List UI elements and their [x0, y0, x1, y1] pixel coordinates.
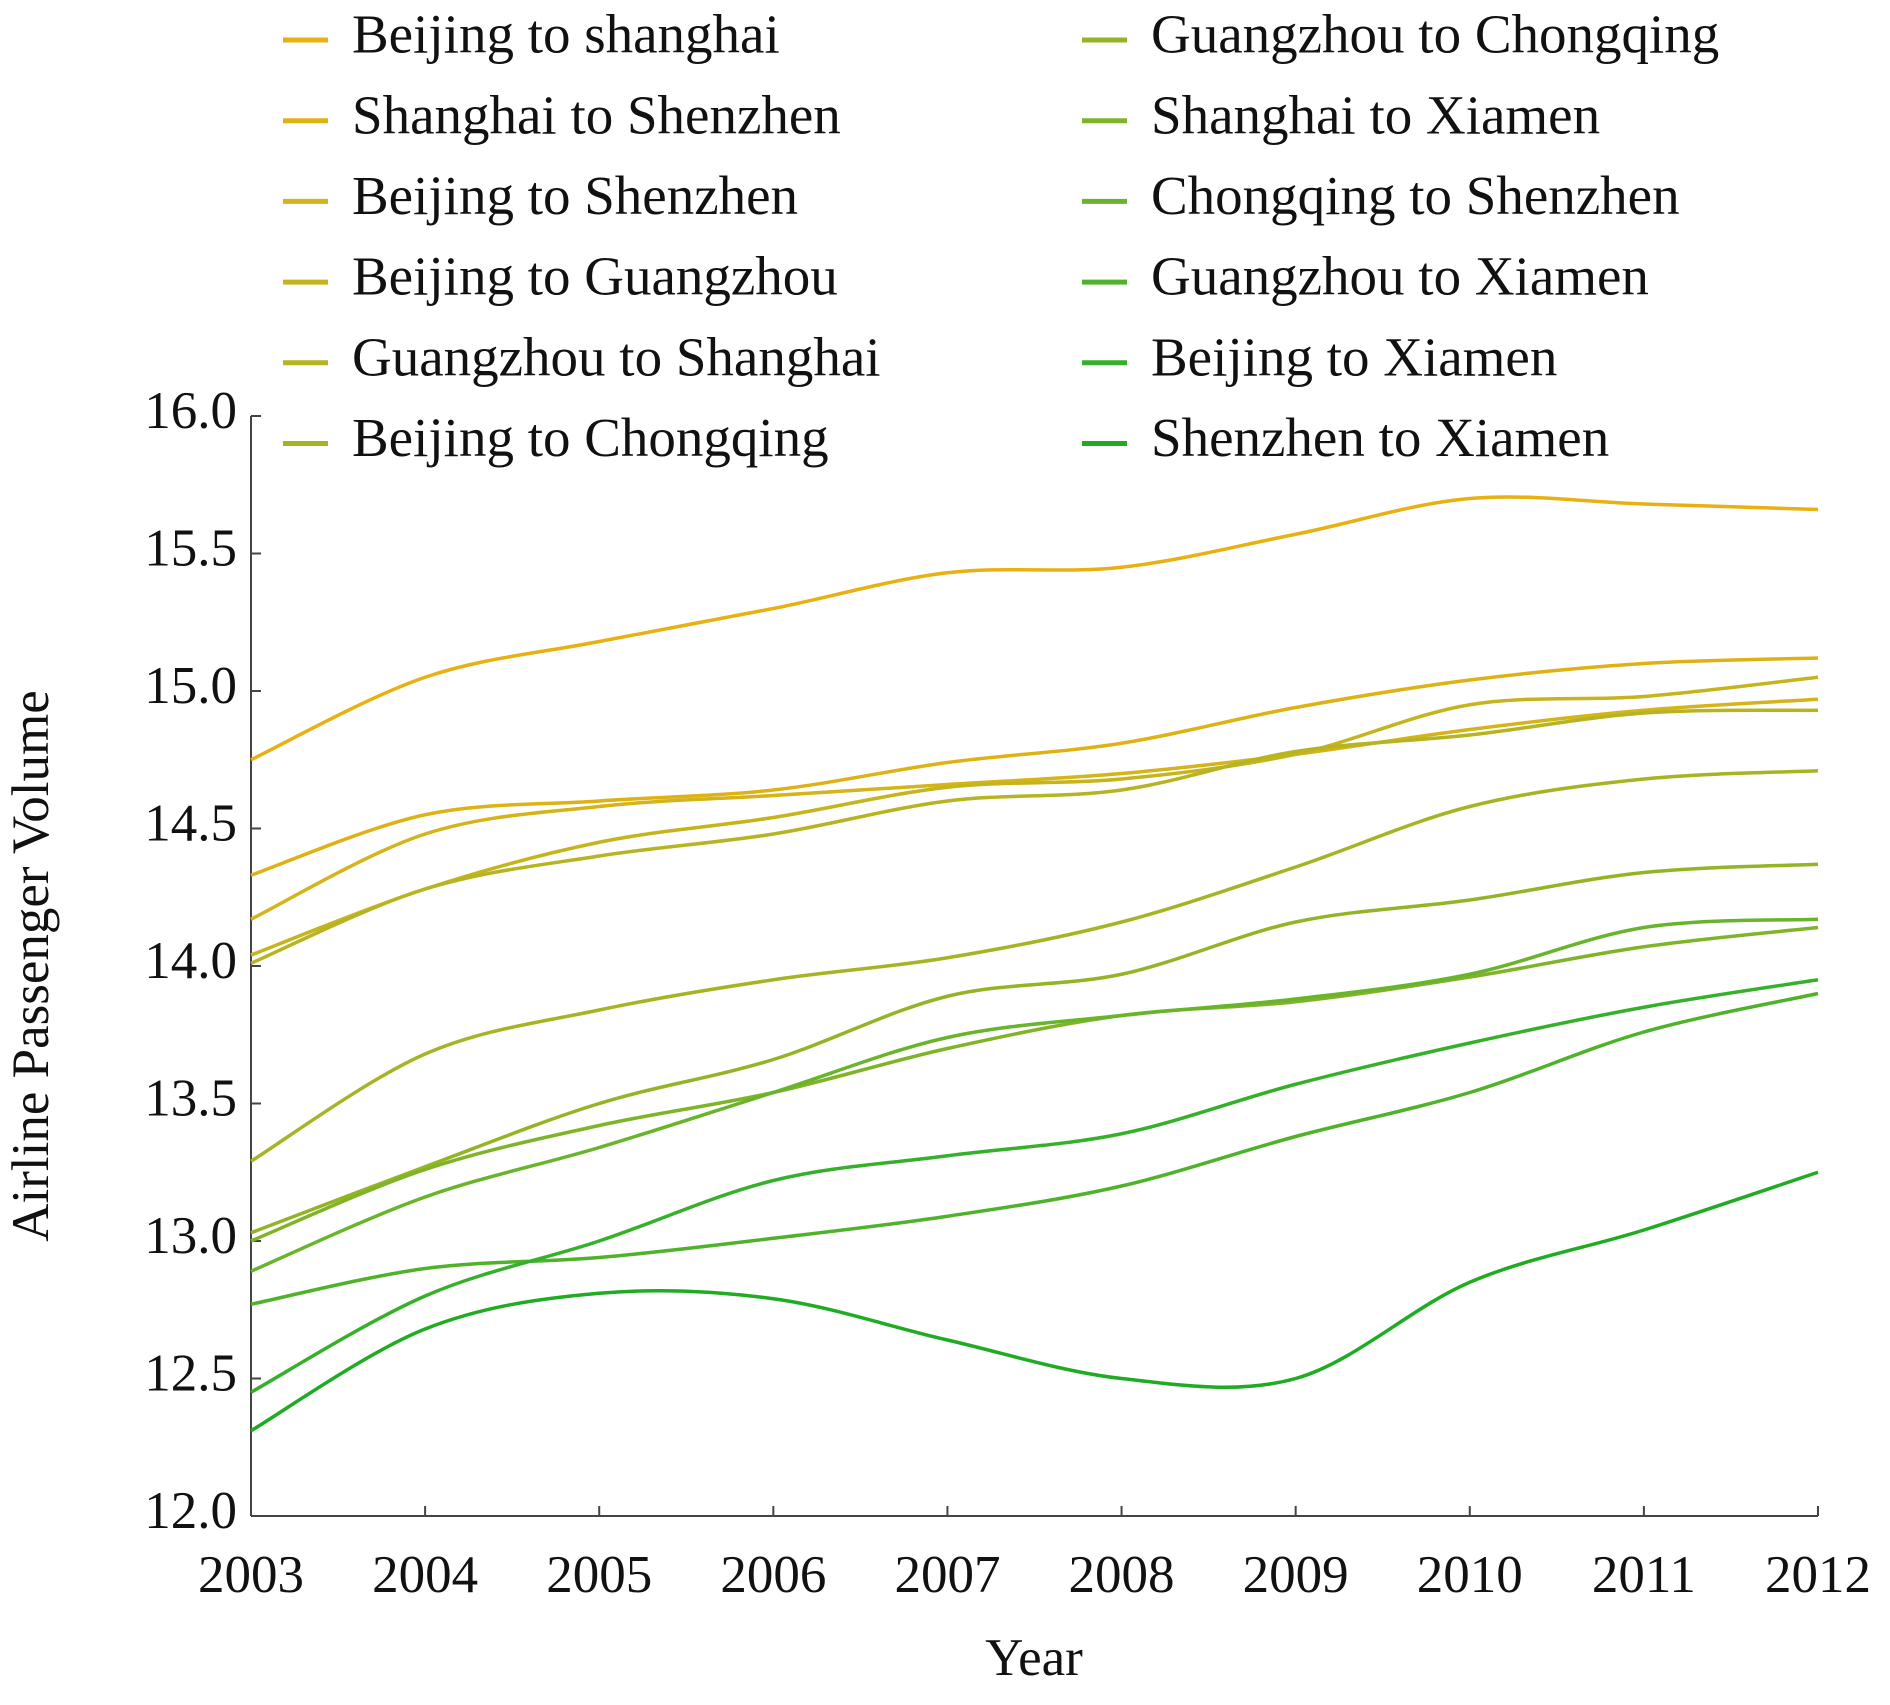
y-tick-label: 13.5	[144, 1070, 237, 1128]
x-tick-label: 2009	[1243, 1546, 1349, 1604]
series-line	[250, 656, 1819, 877]
legend-label: Chongqing to Shenzhen	[1151, 165, 1680, 226]
x-axis-title: Year	[985, 1629, 1083, 1687]
x-tick-label: 2008	[1069, 1546, 1175, 1604]
series-line	[250, 675, 1819, 957]
x-tick-label: 2006	[720, 1546, 826, 1604]
legend-label: Guangzhou to Chongqing	[1151, 4, 1719, 65]
legend-label: Shanghai to Xiamen	[1151, 84, 1600, 145]
series-line	[250, 991, 1819, 1306]
legend-label: Shanghai to Shenzhen	[352, 84, 841, 145]
y-tick-label: 14.0	[144, 932, 237, 990]
y-axis-title: Airline Passenger Volume	[2, 690, 60, 1242]
series-line	[250, 769, 1819, 1163]
legend-label: Shenzhen to Xiamen	[1151, 407, 1609, 468]
legend-label: Beijing to Guangzhou	[352, 246, 838, 307]
legend-label: Beijing to shanghai	[352, 4, 780, 65]
x-tick-label: 2007	[894, 1546, 1000, 1604]
series-line	[250, 925, 1819, 1243]
y-tick-label: 16.0	[144, 382, 237, 440]
x-tick-label: 2004	[372, 1546, 478, 1604]
legend-label: Beijing to Shenzhen	[352, 165, 798, 226]
y-tick-label: 13.0	[144, 1207, 237, 1265]
y-tick-label: 15.5	[144, 520, 237, 578]
legend-label: Beijing to Chongqing	[352, 407, 829, 468]
y-tick-label: 12.5	[144, 1345, 237, 1403]
x-tick-label: 2012	[1765, 1546, 1871, 1604]
series-line	[250, 697, 1819, 921]
legend-label: Beijing to Xiamen	[1151, 326, 1557, 387]
y-tick-label: 14.5	[144, 795, 237, 853]
y-tick-label: 15.0	[144, 657, 237, 715]
series-line	[250, 917, 1819, 1273]
legend-label: Guangzhou to Shanghai	[352, 326, 881, 387]
x-tick-label: 2010	[1417, 1546, 1523, 1604]
y-tick-label: 12.0	[144, 1482, 237, 1540]
series-line	[250, 708, 1819, 965]
series-line	[250, 1170, 1819, 1433]
series-line	[250, 862, 1819, 1235]
x-tick-label: 2011	[1592, 1546, 1696, 1604]
x-tick-label: 2005	[546, 1546, 652, 1604]
x-tick-label: 2003	[198, 1546, 304, 1604]
series-line	[250, 978, 1819, 1394]
legend-label: Guangzhou to Xiamen	[1151, 246, 1649, 307]
series-line	[250, 495, 1819, 762]
